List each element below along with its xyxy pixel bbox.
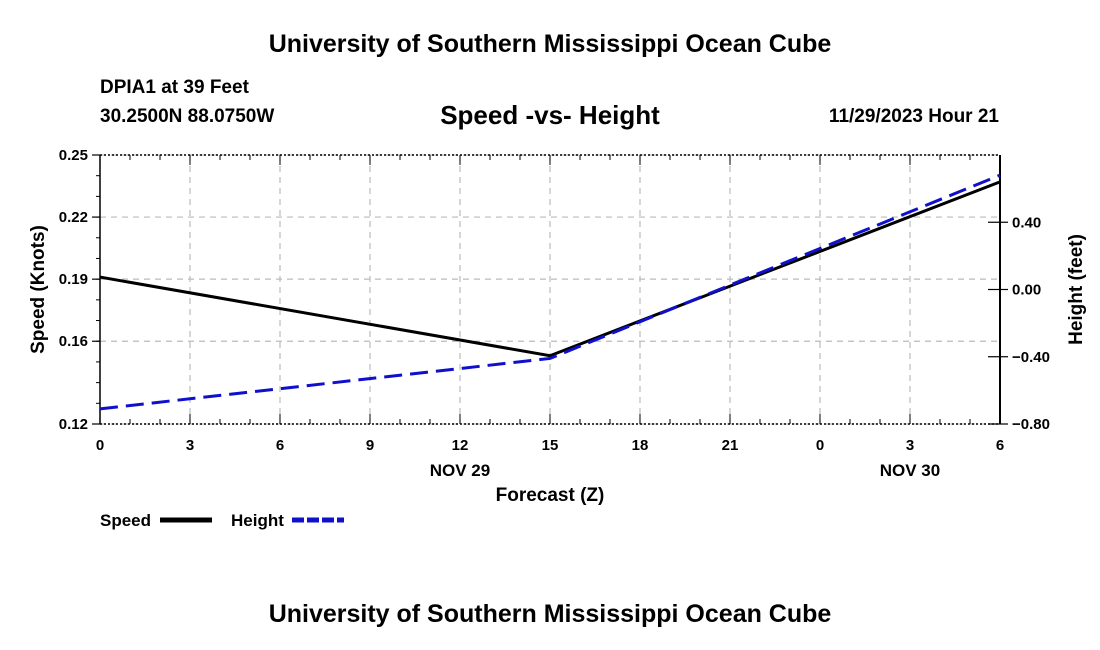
y-tick-label: 0.22: [59, 209, 88, 226]
speed-series-line: [99, 180, 1001, 358]
x-tick-label: 0: [96, 437, 104, 454]
x-date-label: NOV 30: [880, 461, 940, 480]
x-tick-label: 9: [366, 437, 374, 454]
legend-label-speed: Speed: [100, 511, 151, 530]
chart-title: Speed -vs- Height: [440, 100, 660, 130]
y2-axis-title: Height (feet): [1066, 234, 1087, 345]
x-tick-label: 3: [186, 437, 194, 454]
y-axis-title: Speed (Knots): [28, 225, 49, 354]
x-tick-label: 21: [722, 437, 739, 454]
page-title: University of Southern Mississippi Ocean…: [268, 30, 832, 58]
y2-tick-label: 0.00: [1012, 282, 1041, 299]
axis-labels: 0 3 6 9 12 15 18 21 0 3 6 0.12 0.16 0.19 0.22 0.25 −0.80…: [28, 147, 1087, 506]
grid-lines: [100, 154, 1000, 425]
y-tick-label: 0.16: [59, 333, 88, 350]
legend-label-height: Height: [231, 511, 284, 530]
axes: [92, 154, 1008, 425]
x-tick-label: 6: [996, 437, 1004, 454]
speed-height-chart: 0 3 6 9 12 15 18 21 0 3 6 0.12 0.16 0.19 0.22 0.25 −0.80…: [28, 147, 1087, 530]
x-date-label: NOV 29: [430, 461, 490, 480]
y-tick-label: 0.25: [59, 147, 88, 164]
height-series-line: [99, 173, 1001, 411]
station-label: DPIA1 at 39 Feet: [100, 77, 249, 98]
y-tick-label: 0.12: [59, 416, 88, 433]
y2-tick-label: 0.40: [1012, 214, 1041, 231]
x-tick-label: 6: [276, 437, 284, 454]
legend: Speed Height: [100, 511, 344, 530]
x-axis-title: Forecast (Z): [496, 485, 605, 506]
x-tick-label: 12: [452, 437, 469, 454]
y2-tick-label: −0.40: [1012, 349, 1050, 366]
y-tick-label: 0.19: [59, 271, 88, 288]
x-tick-label: 15: [542, 437, 559, 454]
y2-tick-label: −0.80: [1012, 416, 1050, 433]
x-tick-label: 3: [906, 437, 914, 454]
series-lines: [99, 173, 1001, 411]
x-tick-label: 0: [816, 437, 824, 454]
station-coordinates: 30.2500N 88.0750W: [100, 106, 275, 127]
x-tick-label: 18: [632, 437, 649, 454]
forecast-datetime: 11/29/2023 Hour 21: [828, 106, 999, 127]
footer-title: University of Southern Mississippi Ocean…: [268, 600, 832, 628]
